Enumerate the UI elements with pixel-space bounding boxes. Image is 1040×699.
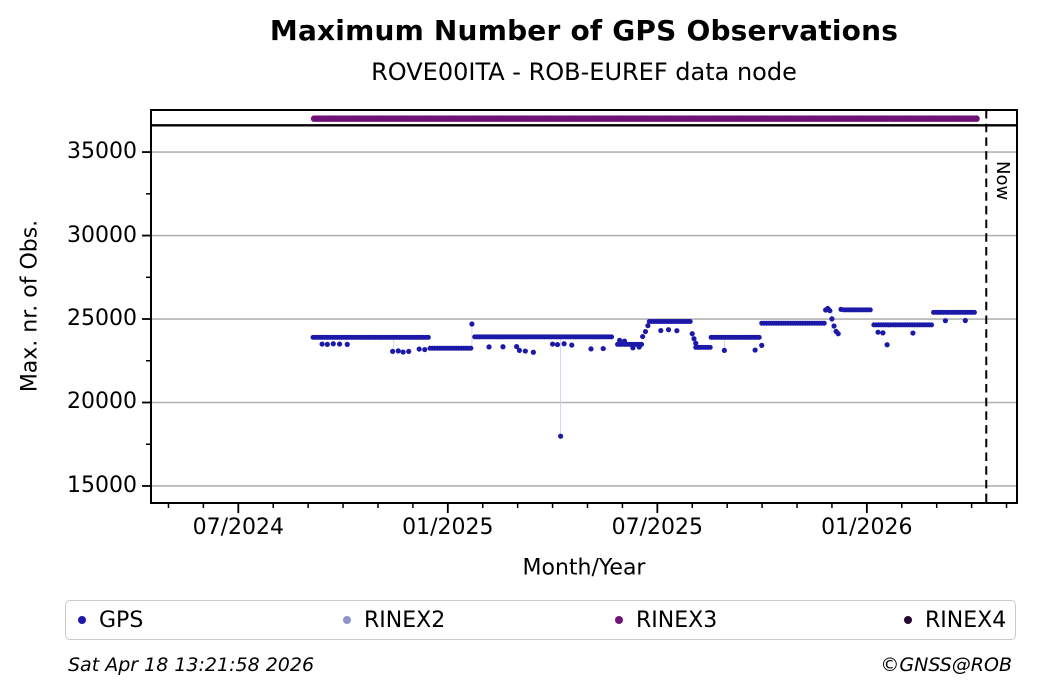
y-tick-label: 30000 <box>67 222 137 248</box>
x-tick-label: 07/2025 <box>611 515 704 540</box>
legend-item-rinex4: RINEX4 <box>904 601 1006 639</box>
legend-item-rinex3: RINEX3 <box>615 601 717 639</box>
y-tick-label: 20000 <box>67 389 137 415</box>
legend: GPS RINEX2 RINEX3 RINEX4 <box>65 600 1016 640</box>
x-tick-label: 07/2024 <box>192 515 284 540</box>
chart-subtitle: ROVE00ITA - ROB-EUREF data node <box>371 58 797 86</box>
legend-item-rinex2: RINEX2 <box>343 601 445 639</box>
gps-marker-icon <box>78 616 86 624</box>
y-tick-label: 15000 <box>67 472 137 498</box>
rinex4-marker-icon <box>904 616 912 624</box>
x-tick-label: 01/2025 <box>402 515 494 540</box>
legend-item-gps: GPS <box>78 601 143 639</box>
y-tick-label: 25000 <box>67 306 137 332</box>
now-line-label: Now <box>992 161 1013 201</box>
plot-timestamp: Sat Apr 18 13:21:58 2026 <box>68 654 315 676</box>
plot-credit: ©GNSS@ROB <box>880 654 1012 676</box>
legend-label-rinex2: RINEX2 <box>364 607 446 633</box>
x-axis-label: Month/Year <box>522 555 646 581</box>
legend-label-rinex3: RINEX3 <box>636 607 718 633</box>
legend-label-gps: GPS <box>99 607 144 633</box>
legend-label-rinex4: RINEX4 <box>925 607 1007 633</box>
y-axis-label: Max. nr. of Obs. <box>17 219 43 393</box>
y-tick-label: 35000 <box>67 139 137 165</box>
chart-title: Maximum Number of GPS Observations <box>269 14 899 47</box>
x-tick-label: 01/2026 <box>821 515 913 540</box>
rinex2-marker-icon <box>343 616 351 624</box>
rinex3-marker-icon <box>615 616 623 624</box>
